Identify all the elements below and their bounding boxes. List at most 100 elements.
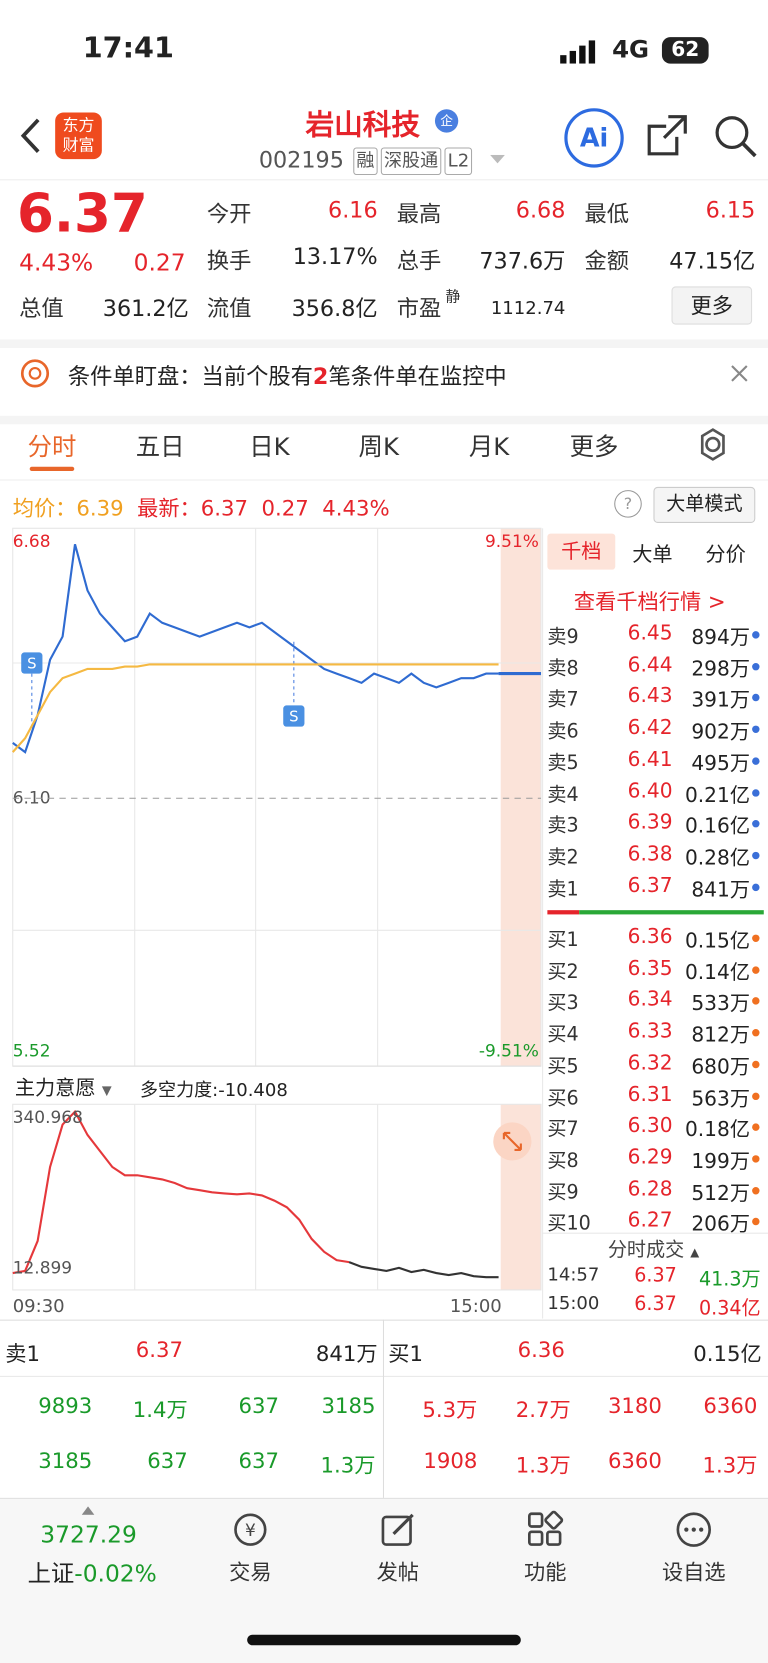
info-line: 均价：6.39 最新：6.37 0.27 4.43%	[13, 491, 390, 522]
nav-item[interactable]: 交易	[229, 1559, 272, 1585]
book-dot	[752, 725, 760, 734]
book-dot	[752, 1218, 760, 1226]
book-price: 6.43	[627, 684, 673, 708]
book-dot	[752, 1092, 760, 1100]
sell-detail: 637	[238, 1392, 279, 1419]
x-tick-label: 15:00	[450, 1296, 502, 1317]
search-button[interactable]	[713, 114, 758, 159]
help-icon[interactable]: ?	[614, 490, 642, 518]
field-label: 最高	[396, 201, 442, 228]
book-link[interactable]: 查看千档行情 >	[573, 588, 726, 615]
sell-price: 6.37	[135, 1336, 184, 1363]
book-level: 买7	[547, 1118, 579, 1141]
nav-item[interactable]: 发帖	[376, 1559, 420, 1585]
book-dot	[752, 631, 760, 639]
ai-button[interactable]: Ai	[564, 108, 624, 168]
divider	[0, 179, 768, 181]
sell-detail: 1.3万	[320, 1452, 376, 1478]
tab[interactable]: 日K	[249, 433, 290, 462]
trade-volume: 0.34亿	[698, 1297, 761, 1320]
chart-frame	[12, 1103, 542, 1291]
ratio-bar	[579, 910, 764, 915]
buy-volume: 0.15亿	[693, 1340, 762, 1367]
book-level: 卖9	[547, 625, 579, 649]
latest-label: 最新：	[137, 495, 201, 521]
nav-item[interactable]: 设自选	[661, 1559, 726, 1585]
tab[interactable]: 更多	[569, 433, 619, 462]
buy-detail: 6360	[703, 1392, 758, 1419]
sell-detail: 9893	[38, 1392, 93, 1419]
tab[interactable]: 周K	[358, 433, 399, 462]
avg-label: 均价：	[12, 495, 77, 521]
book-level: 买5	[547, 1055, 579, 1078]
share-button[interactable]	[645, 114, 690, 159]
index-name: 上证	[27, 1561, 75, 1589]
book-volume: 298万	[691, 657, 750, 681]
book-price: 6.31	[627, 1082, 673, 1106]
y2-tick-label: 9.51%	[485, 532, 539, 552]
more-button[interactable]: 更多	[671, 286, 753, 325]
buy-detail: 5.3万	[422, 1397, 478, 1423]
book-level: 卖6	[547, 720, 579, 743]
y-tick-label: 12.899	[13, 1259, 72, 1279]
field-value: 361.2亿	[102, 295, 189, 322]
field-value: 1112.74	[490, 298, 566, 320]
tab[interactable]: 分时	[27, 433, 77, 462]
indicator-select[interactable]: 主力意愿 ▼	[14, 1076, 112, 1101]
indicator-value: 多空力度:-10.408	[140, 1079, 288, 1102]
field-label: 流值	[206, 295, 252, 322]
series-line	[348, 1261, 499, 1279]
trade-time: 15:00	[547, 1293, 600, 1315]
nav-icon: ¥	[234, 1513, 267, 1546]
index-line[interactable]: 上证-0.02%	[28, 1555, 157, 1589]
book-volume: 391万	[691, 688, 750, 713]
field-label: 换手	[206, 248, 252, 274]
tab[interactable]: 月K	[468, 433, 510, 462]
tab[interactable]: 五日	[135, 433, 185, 462]
book-volume: 841万	[691, 877, 750, 902]
book-level: 卖1	[547, 877, 579, 901]
book-tab[interactable]: 大单	[632, 543, 673, 567]
sell-volume: 841万	[315, 1340, 378, 1367]
notice-suffix: 笔条件单在监控中	[328, 363, 507, 390]
book-level: 买9	[547, 1181, 579, 1204]
sell-detail: 1.4万	[132, 1397, 188, 1423]
book-volume: 0.16亿	[684, 814, 750, 839]
book-dot	[752, 757, 760, 765]
mode-button[interactable]: 大单模式	[653, 486, 756, 523]
buy-detail: 2.7万	[515, 1397, 571, 1423]
buy-detail: 3180	[607, 1392, 662, 1419]
book-level: 卖3	[547, 814, 579, 838]
trades-title[interactable]: 分时成交 ▲	[607, 1239, 700, 1262]
trade-volume: 41.3万	[698, 1268, 761, 1291]
book-price: 6.33	[627, 1019, 673, 1043]
book-level: 卖4	[547, 783, 579, 806]
info-pct: 4.43%	[322, 495, 390, 521]
buy-detail: 6360	[607, 1447, 662, 1474]
sell-detail: 637	[238, 1447, 279, 1474]
notice-text[interactable]: 条件单盯盘：当前个股有2笔条件单在监控中	[68, 360, 507, 392]
close-notice[interactable]	[730, 364, 749, 383]
book-price: 6.37	[627, 873, 673, 898]
book-dot	[752, 1155, 760, 1163]
settings-button[interactable]	[696, 428, 730, 462]
book-volume: 206万	[691, 1212, 750, 1237]
after-hours-band	[500, 528, 542, 1067]
nav-item[interactable]: 功能	[524, 1559, 567, 1585]
signal-badge[interactable]	[21, 652, 43, 674]
book-tab[interactable]: 分价	[705, 543, 746, 567]
dropdown[interactable]	[490, 154, 505, 166]
back-button[interactable]	[17, 117, 47, 155]
badge: 企	[434, 109, 459, 133]
signal-badge[interactable]	[283, 705, 305, 727]
book-tab[interactable]: 千档	[547, 533, 616, 570]
sell-detail: 637	[147, 1447, 188, 1474]
trade-price: 6.37	[634, 1264, 677, 1287]
book-dot	[752, 820, 760, 828]
book-price: 6.39	[627, 810, 673, 834]
index-value[interactable]: 3727.29	[40, 1522, 137, 1549]
book-dot	[752, 997, 760, 1005]
sell-label: 卖1	[5, 1340, 41, 1367]
ratio-bar	[547, 910, 580, 915]
field-value: 47.15亿	[669, 248, 756, 274]
